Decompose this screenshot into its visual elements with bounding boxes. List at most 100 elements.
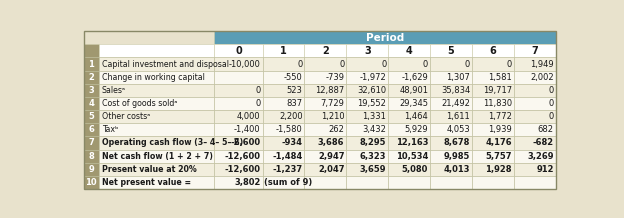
Text: 3,659: 3,659 <box>360 165 386 174</box>
Text: 5,080: 5,080 <box>402 165 428 174</box>
Bar <box>99 110 214 123</box>
Bar <box>346 163 388 176</box>
Text: 523: 523 <box>286 86 303 95</box>
Bar <box>430 58 472 71</box>
Text: 48,901: 48,901 <box>399 86 428 95</box>
Text: 5,757: 5,757 <box>485 152 512 161</box>
Bar <box>472 97 514 110</box>
Bar <box>84 97 99 110</box>
Bar <box>305 150 346 163</box>
Text: 5: 5 <box>89 112 94 121</box>
Bar <box>346 150 388 163</box>
Bar <box>430 110 472 123</box>
Bar <box>305 163 346 176</box>
Bar <box>388 150 430 163</box>
Text: 4: 4 <box>406 46 412 56</box>
Text: 3,432: 3,432 <box>363 125 386 134</box>
Text: 3,686: 3,686 <box>318 138 344 147</box>
Bar <box>84 176 99 189</box>
Bar <box>214 110 263 123</box>
Bar <box>346 58 388 71</box>
Bar <box>84 150 99 163</box>
Bar <box>514 163 556 176</box>
Bar <box>84 31 214 44</box>
Text: -1,629: -1,629 <box>401 73 428 82</box>
Bar <box>84 84 99 97</box>
Text: -2,600: -2,600 <box>230 138 261 147</box>
Text: 0: 0 <box>465 60 470 69</box>
Bar <box>388 176 430 189</box>
Text: 1,464: 1,464 <box>404 112 428 121</box>
Text: 2,947: 2,947 <box>318 152 344 161</box>
Bar <box>305 44 346 58</box>
Bar <box>514 97 556 110</box>
Bar <box>214 176 263 189</box>
Bar <box>346 97 388 110</box>
Text: 19,552: 19,552 <box>358 99 386 108</box>
Text: 1,611: 1,611 <box>446 112 470 121</box>
Bar <box>346 176 388 189</box>
Text: -1,972: -1,972 <box>359 73 386 82</box>
Text: 1,772: 1,772 <box>488 112 512 121</box>
Bar <box>346 110 388 123</box>
Text: 8,678: 8,678 <box>444 138 470 147</box>
Bar <box>263 71 305 84</box>
Text: 682: 682 <box>538 125 554 134</box>
Text: 912: 912 <box>537 165 554 174</box>
Bar <box>84 71 99 84</box>
Bar <box>84 163 99 176</box>
Bar <box>430 163 472 176</box>
Text: Capital investment and disposal: Capital investment and disposal <box>102 60 229 69</box>
Text: 2: 2 <box>322 46 329 56</box>
Text: -934: -934 <box>281 138 303 147</box>
Text: Salesᵃ: Salesᵃ <box>102 86 126 95</box>
Text: 4,176: 4,176 <box>485 138 512 147</box>
Bar <box>472 84 514 97</box>
Text: 3: 3 <box>89 86 94 95</box>
Bar <box>388 71 430 84</box>
Text: 2,002: 2,002 <box>530 73 554 82</box>
Text: 32,610: 32,610 <box>357 86 386 95</box>
Text: -682: -682 <box>533 138 554 147</box>
Text: 4,000: 4,000 <box>237 112 261 121</box>
Bar <box>214 31 556 44</box>
Text: 29,345: 29,345 <box>399 99 428 108</box>
Text: -550: -550 <box>284 73 303 82</box>
Text: 0: 0 <box>548 99 554 108</box>
Bar <box>430 44 472 58</box>
Bar <box>99 71 214 84</box>
Bar <box>263 44 305 58</box>
Text: 12,163: 12,163 <box>396 138 428 147</box>
Text: 3,269: 3,269 <box>527 152 554 161</box>
Text: -1,400: -1,400 <box>234 125 261 134</box>
Text: 5: 5 <box>447 46 454 56</box>
Bar <box>305 58 346 71</box>
Text: 4,013: 4,013 <box>444 165 470 174</box>
Text: Other costsᵃ: Other costsᵃ <box>102 112 150 121</box>
Text: 4,053: 4,053 <box>446 125 470 134</box>
Bar <box>388 58 430 71</box>
Text: 5,929: 5,929 <box>404 125 428 134</box>
Bar <box>214 44 263 58</box>
Text: -12,600: -12,600 <box>225 165 261 174</box>
Bar <box>305 123 346 136</box>
Bar <box>472 136 514 150</box>
Bar <box>472 163 514 176</box>
Bar <box>346 44 388 58</box>
Text: 1,949: 1,949 <box>530 60 554 69</box>
Bar <box>514 58 556 71</box>
Text: 6: 6 <box>89 125 94 134</box>
Text: -1,484: -1,484 <box>272 152 303 161</box>
Text: 35,834: 35,834 <box>441 86 470 95</box>
Text: Cost of goods soldᵃ: Cost of goods soldᵃ <box>102 99 177 108</box>
Bar <box>84 44 99 58</box>
Bar <box>346 84 388 97</box>
Bar <box>99 176 214 189</box>
Bar <box>346 71 388 84</box>
Bar <box>430 176 472 189</box>
Text: 0: 0 <box>297 60 303 69</box>
Text: 2: 2 <box>89 73 94 82</box>
Bar <box>263 110 305 123</box>
Bar <box>305 136 346 150</box>
Bar <box>263 176 305 189</box>
